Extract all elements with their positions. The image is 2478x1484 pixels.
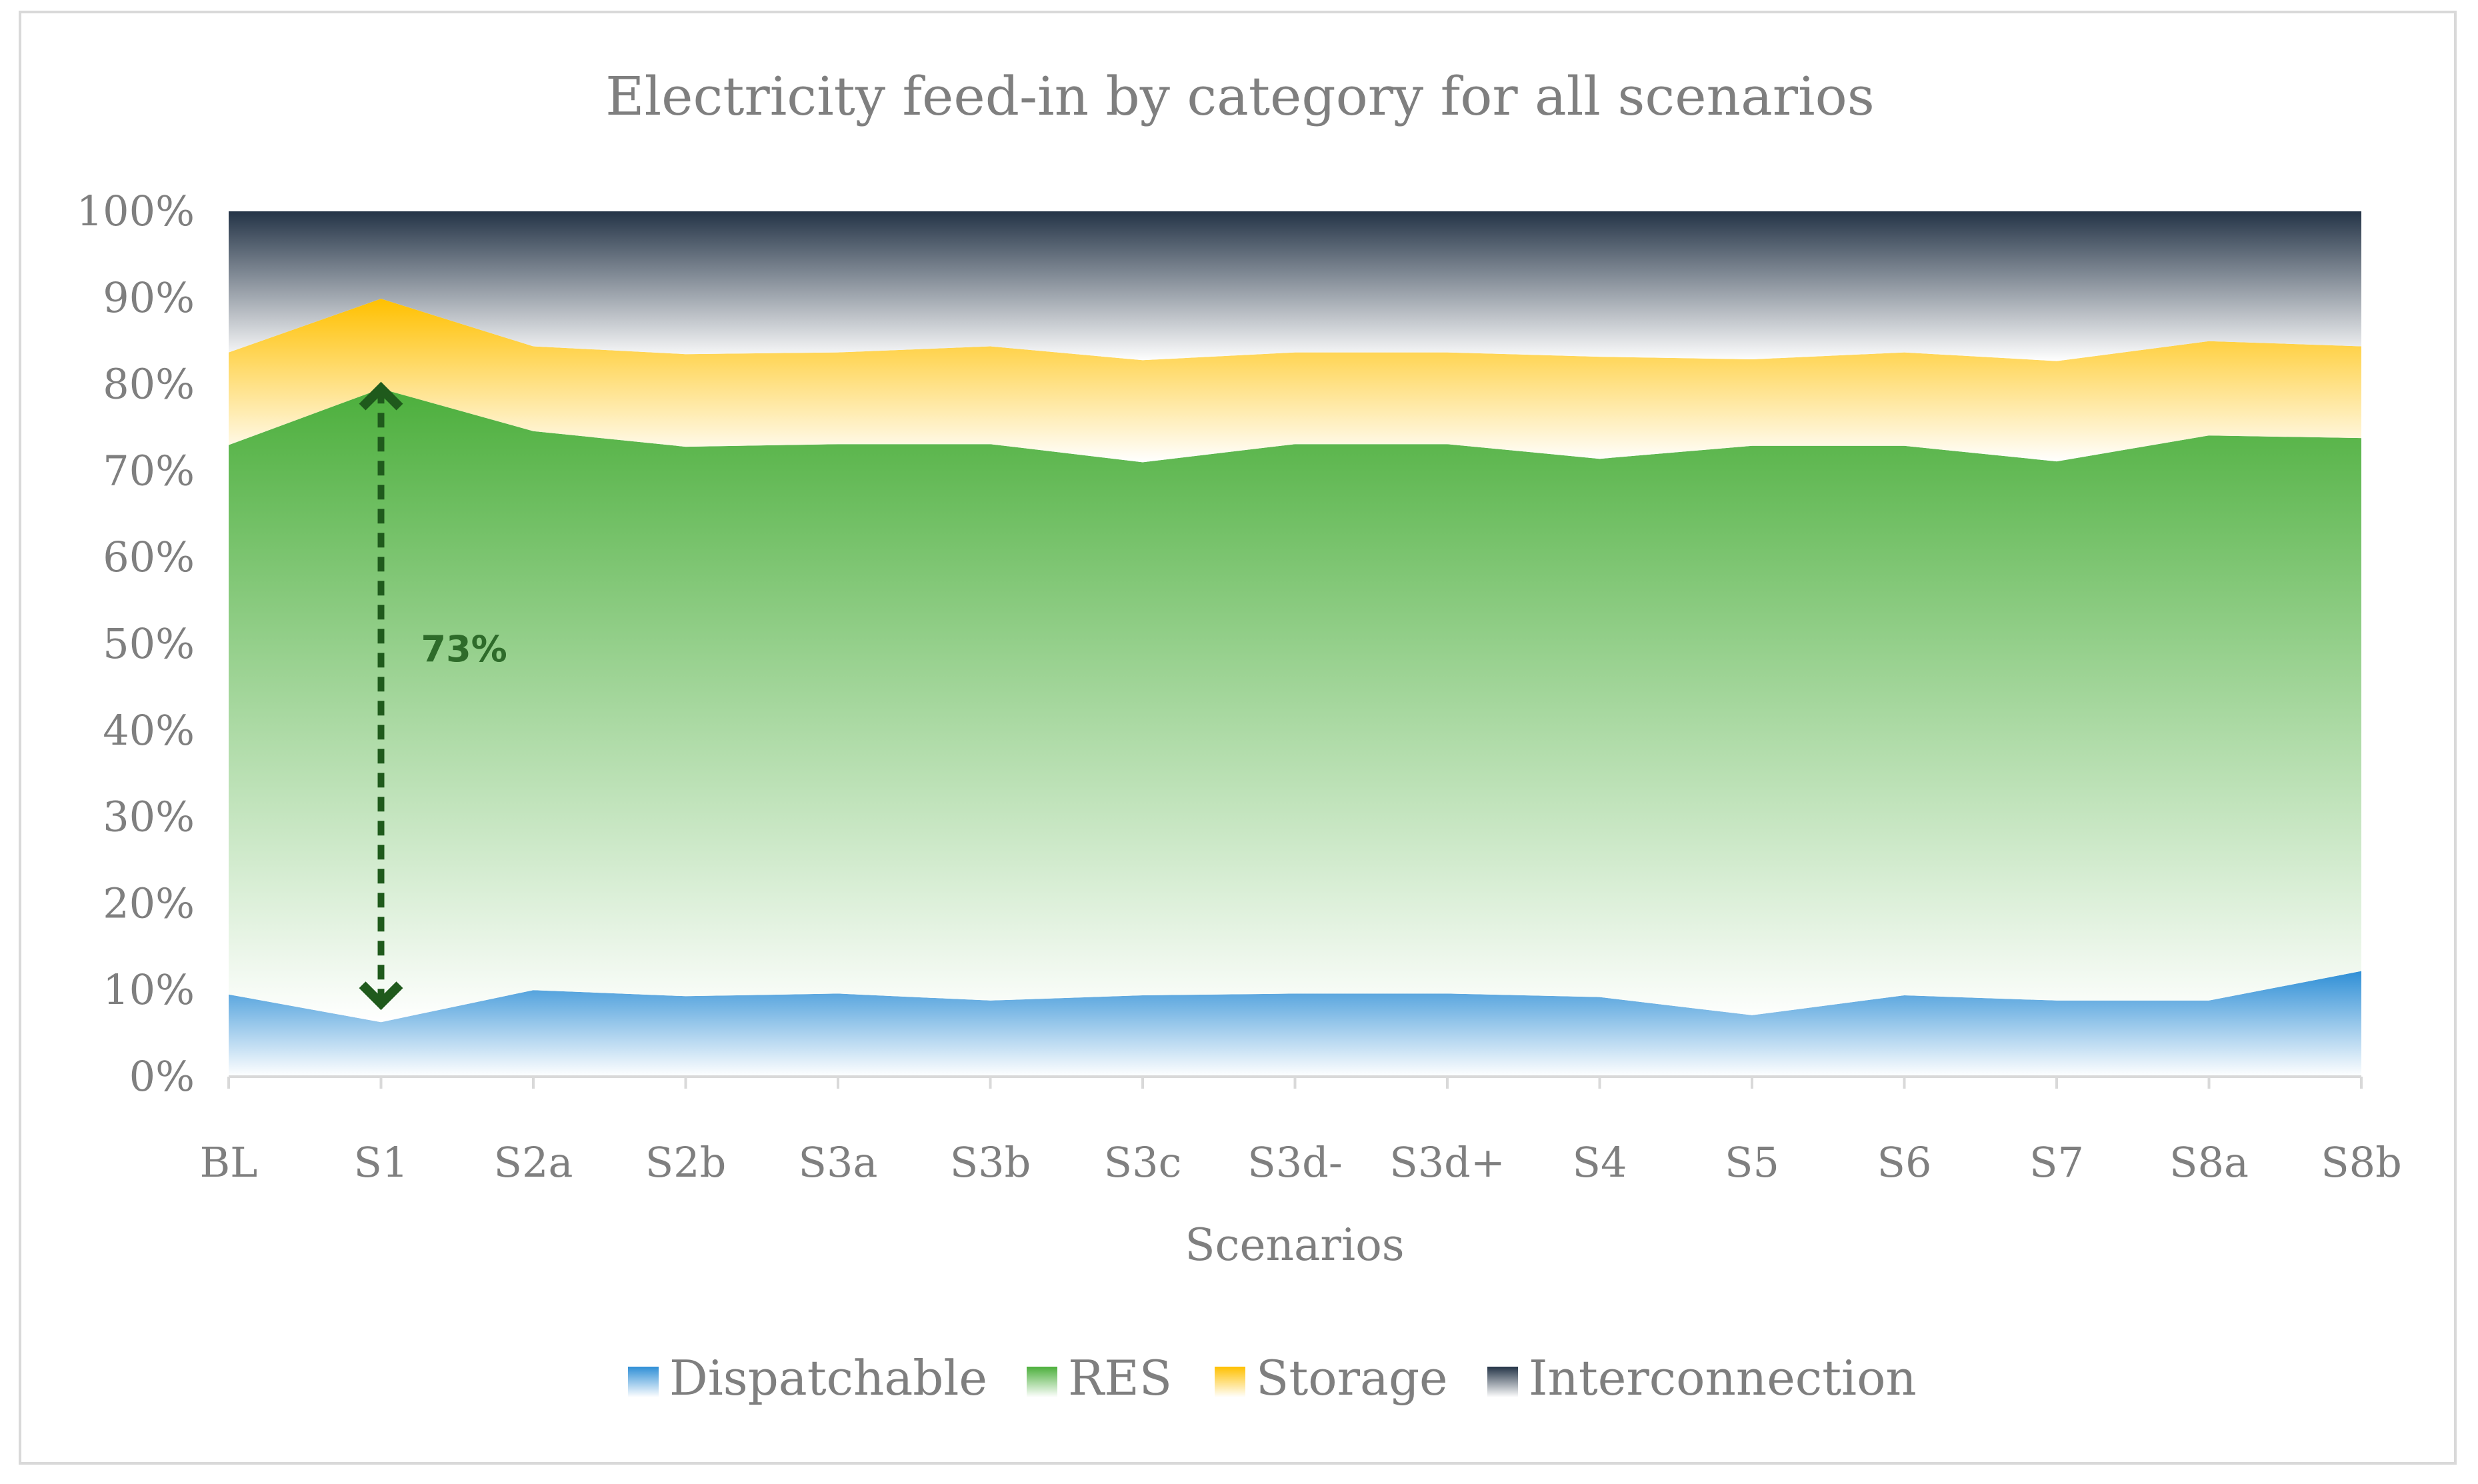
legend-swatch-res bbox=[1027, 1367, 1057, 1397]
area-res bbox=[229, 389, 2361, 1023]
x-tick-label: S3d+ bbox=[1389, 1138, 1505, 1187]
legend-label-dispatchable: Dispatchable bbox=[669, 1350, 987, 1406]
x-tick-label: S5 bbox=[1725, 1138, 1779, 1187]
annotation: 73% bbox=[359, 381, 507, 1011]
area-storage bbox=[229, 299, 2361, 463]
y-tick-label: 70% bbox=[103, 446, 195, 495]
chart-frame: Electricity feed-in by category for all … bbox=[19, 11, 2457, 1465]
x-tick-label: S4 bbox=[1573, 1138, 1627, 1187]
y-tick-label: 30% bbox=[103, 793, 195, 841]
x-tick-label: S7 bbox=[2029, 1138, 2084, 1187]
y-tick-label: 80% bbox=[103, 360, 195, 409]
chart-title: Electricity feed-in by category for all … bbox=[605, 65, 1875, 127]
x-tick-label: S2a bbox=[494, 1138, 573, 1187]
x-tick-label: BL bbox=[200, 1138, 258, 1187]
y-tick-label: 100% bbox=[77, 187, 195, 235]
x-axis-title: Scenarios bbox=[1185, 1219, 1404, 1271]
x-tick-label: S3a bbox=[799, 1138, 878, 1187]
x-tick-label: S6 bbox=[1877, 1138, 1932, 1187]
y-tick-label: 10% bbox=[103, 965, 195, 1014]
y-axis-ticks: 0% 10% 20% 30% 40% 50% 60% 70% 80% 90% 100% bbox=[77, 187, 195, 1101]
legend-swatch-interconnection bbox=[1487, 1367, 1518, 1397]
x-tick-label: S2b bbox=[645, 1138, 727, 1187]
x-tick-label: S3b bbox=[950, 1138, 1031, 1187]
x-tick-label: S8b bbox=[2321, 1138, 2402, 1187]
legend-swatch-dispatchable bbox=[628, 1367, 659, 1397]
x-tick-label: S1 bbox=[354, 1138, 409, 1187]
x-tick-label: S3d- bbox=[1247, 1138, 1343, 1187]
y-tick-label: 40% bbox=[103, 706, 195, 755]
legend-label-interconnection: Interconnection bbox=[1529, 1350, 1917, 1406]
y-tick-label: 50% bbox=[103, 619, 195, 668]
y-tick-label: 60% bbox=[103, 533, 195, 581]
area-dispatchable bbox=[229, 971, 2361, 1077]
chart-svg: Electricity feed-in by category for all … bbox=[77, 65, 2402, 1406]
annotation-label: 73% bbox=[421, 628, 507, 670]
legend: Dispatchable RES Storage Interconnection bbox=[628, 1350, 1917, 1406]
y-tick-label: 0% bbox=[129, 1052, 195, 1101]
legend-swatch-storage bbox=[1215, 1367, 1245, 1397]
area-interconnection bbox=[229, 211, 2361, 361]
x-tick-label: S3c bbox=[1104, 1138, 1182, 1187]
plot-areas bbox=[229, 211, 2361, 1077]
x-tick-label: S8a bbox=[2169, 1138, 2249, 1187]
y-tick-label: 90% bbox=[103, 273, 195, 322]
x-axis: BL S1 S2a S2b S3a S3b S3c S3d- S3d+ S4 S5 S6 S7 S8a S8… bbox=[200, 1075, 2402, 1187]
legend-label-res: RES bbox=[1068, 1350, 1172, 1406]
legend-label-storage: Storage bbox=[1256, 1350, 1448, 1406]
y-tick-label: 20% bbox=[103, 879, 195, 927]
